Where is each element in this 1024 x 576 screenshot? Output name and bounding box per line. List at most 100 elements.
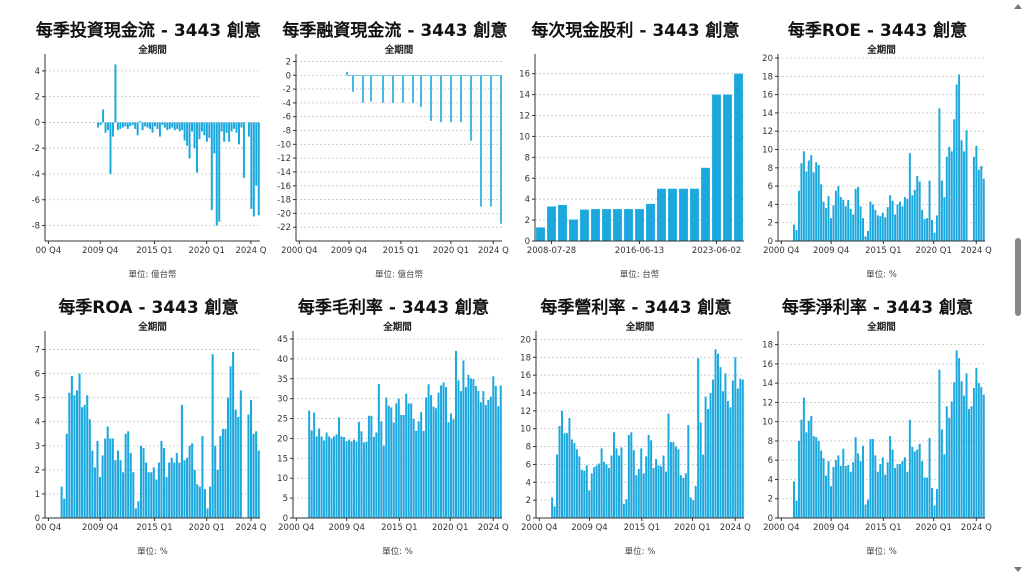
page-scrollbar[interactable] [1012,0,1024,576]
bar [714,349,717,518]
bar [632,450,635,518]
bar [719,367,722,518]
bar [111,438,114,518]
bar [387,405,390,518]
y-tick-label: -20 [277,209,291,219]
y-tick-label: 4 [35,418,40,428]
bar [422,75,424,76]
bar [468,75,470,76]
bar [497,406,500,518]
bar [445,387,448,518]
x-tick-label: 2000 Q4 [281,246,317,256]
x-tick-label: 2024 Q [478,246,509,256]
bar [392,75,394,103]
bar [940,429,943,518]
bar [482,75,484,76]
bar [173,122,176,131]
bar [970,406,973,518]
bar [812,172,815,241]
y-tick-label: 12 [762,127,773,137]
bar [229,366,232,518]
bar [425,397,428,518]
bar [938,108,941,241]
y-tick-label: 0 [768,237,773,247]
bar [354,75,356,76]
bar [886,462,889,518]
bar [498,75,500,76]
bar [160,440,163,518]
bar [921,209,924,241]
bar [380,75,382,76]
bar [114,64,117,123]
chart-title: 每次現金股利 - 3443 創意 [531,21,740,41]
bar [499,385,502,518]
bar [494,385,497,518]
bar [565,433,568,518]
bar [480,75,482,207]
bar [214,445,217,518]
chart-title: 每季毛利率 - 3443 創意 [297,298,490,318]
bar [109,122,112,174]
bar [699,422,702,518]
bar [849,471,852,518]
chart-card: 0 2 4 6 8 10 12 14 16 18 20 2000 Q4 2009 Q4 2015 Q1 20… [762,0,1024,280]
bar [839,465,842,518]
bar [630,432,633,518]
bar [106,426,109,518]
bar [405,393,408,518]
bar [960,140,963,241]
x-tick-label: 2024 Q [961,523,992,533]
bar [894,214,897,241]
bar [442,382,445,518]
y-tick-label: 18 [762,72,773,82]
bar [149,122,152,129]
bar [462,360,465,518]
bar [665,471,667,518]
scrollbar-thumb[interactable] [1015,238,1021,316]
bar [104,438,107,518]
bar [793,481,796,518]
bar [871,204,874,241]
bar [958,74,961,241]
bar [139,445,143,518]
scroll-down-arrow-icon[interactable] [1014,567,1022,572]
bar [219,436,222,518]
bar [385,397,388,518]
y-tick-label: -2 [283,85,291,95]
scroll-up-arrow-icon[interactable] [1014,4,1022,9]
y-tick-label: 0 [525,237,530,247]
bar [972,387,975,518]
bar [825,475,828,518]
bar [171,122,174,128]
bar [622,503,625,518]
bar [157,462,160,518]
bar [470,75,472,141]
bar [800,163,803,241]
bar [891,449,894,518]
chart-title: 每季淨利率 - 3443 創意 [781,298,974,318]
chart-subtitle: 全期間 [384,45,414,56]
bar [109,438,112,518]
y-tick-label: 8 [768,164,773,174]
bar [859,206,862,241]
bar [467,374,470,518]
bar [151,122,154,133]
bar [965,130,968,241]
bar [457,380,460,518]
bar [476,75,478,76]
chart-card: -22 -20 -18 -16 -14 -12 -10 -8 -6 -4 -2 0 2 2000 Q4 20… [256,0,512,280]
bar [240,122,243,128]
bar [203,489,206,518]
bar [380,421,383,518]
bar [235,122,238,133]
bar [916,449,919,518]
bar [396,75,398,76]
bar [580,469,583,518]
chart-subtitle: 全期間 [867,45,896,56]
bar [585,465,588,518]
y-tick-label: 0 [768,514,773,524]
bar [684,473,687,518]
bar [926,477,929,518]
bar [437,392,440,518]
bar [454,350,457,518]
